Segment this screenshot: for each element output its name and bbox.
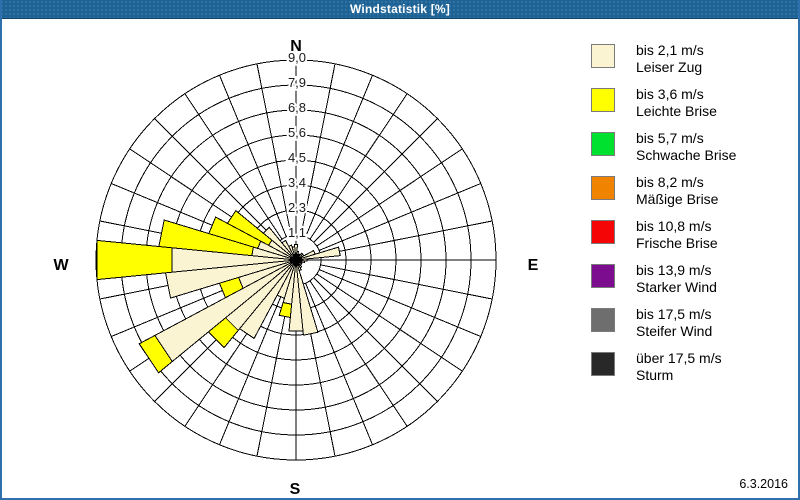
legend-name: Mäßige Brise	[636, 191, 719, 207]
svg-text:2,3: 2,3	[288, 200, 306, 215]
title-bar: Windstatistik [%]	[2, 0, 798, 19]
legend-name: Leiser Zug	[636, 59, 703, 75]
legend-item: bis 10,8 m/s Frische Brise	[591, 218, 796, 252]
legend-item: bis 5,7 m/s Schwache Brise	[591, 130, 796, 164]
legend-swatch	[591, 352, 615, 376]
compass-label-w: W	[53, 257, 69, 274]
legend-item: bis 17,5 m/s Steifer Wind	[591, 306, 796, 340]
legend-speed: bis 8,2 m/s	[636, 174, 704, 190]
legend-swatch	[591, 132, 615, 156]
svg-text:1,1: 1,1	[288, 225, 306, 240]
date-label: 6.3.2016	[739, 477, 788, 491]
window-title: Windstatistik [%]	[350, 2, 450, 16]
compass-label-e: E	[528, 257, 539, 274]
legend-speed: bis 10,8 m/s	[636, 218, 712, 234]
legend-speed: bis 17,5 m/s	[636, 306, 712, 322]
legend-swatch	[591, 308, 615, 332]
svg-text:3,4: 3,4	[288, 175, 306, 190]
svg-text:5,6: 5,6	[288, 125, 306, 140]
legend-item: über 17,5 m/s Sturm	[591, 350, 796, 384]
legend-name: Starker Wind	[636, 279, 717, 295]
legend-swatch	[591, 176, 615, 200]
legend-speed: bis 13,9 m/s	[636, 262, 712, 278]
legend-swatch	[591, 88, 615, 112]
svg-text:4,5: 4,5	[288, 150, 306, 165]
legend-item: bis 2,1 m/s Leiser Zug	[591, 42, 796, 76]
wind-rose-chart: 1,1 2,3 3,4 4,5 5,6 6,8 7,9 9,0 N E S W	[53, 38, 539, 498]
svg-text:9,0: 9,0	[288, 50, 306, 65]
wind-rose-bars	[96, 209, 341, 374]
legend-item: bis 3,6 m/s Leichte Brise	[591, 86, 796, 120]
legend-speed: bis 5,7 m/s	[636, 130, 704, 146]
legend-speed: bis 2,1 m/s	[636, 42, 704, 58]
legend-name: Frische Brise	[636, 235, 718, 251]
svg-text:6,8: 6,8	[288, 100, 306, 115]
radial-axis-labels: 1,1 2,3 3,4 4,5 5,6 6,8 7,9 9,0	[286, 48, 308, 242]
legend-speed: über 17,5 m/s	[636, 350, 722, 366]
legend: bis 2,1 m/s Leiser Zug bis 3,6 m/s Leich…	[591, 42, 796, 396]
legend-name: Steifer Wind	[636, 323, 713, 339]
legend-swatch	[591, 220, 615, 244]
legend-item: bis 13,9 m/s Starker Wind	[591, 262, 796, 296]
legend-name: Schwache Brise	[636, 147, 737, 163]
legend-speed: bis 3,6 m/s	[636, 86, 704, 102]
legend-name: Sturm	[636, 367, 674, 383]
legend-name: Leichte Brise	[636, 103, 717, 119]
compass-label-n: N	[290, 38, 302, 55]
legend-swatch	[591, 44, 615, 68]
compass-label-s: S	[290, 481, 301, 498]
legend-item: bis 8,2 m/s Mäßige Brise	[591, 174, 796, 208]
svg-text:7,9: 7,9	[288, 75, 306, 90]
legend-swatch	[591, 264, 615, 288]
